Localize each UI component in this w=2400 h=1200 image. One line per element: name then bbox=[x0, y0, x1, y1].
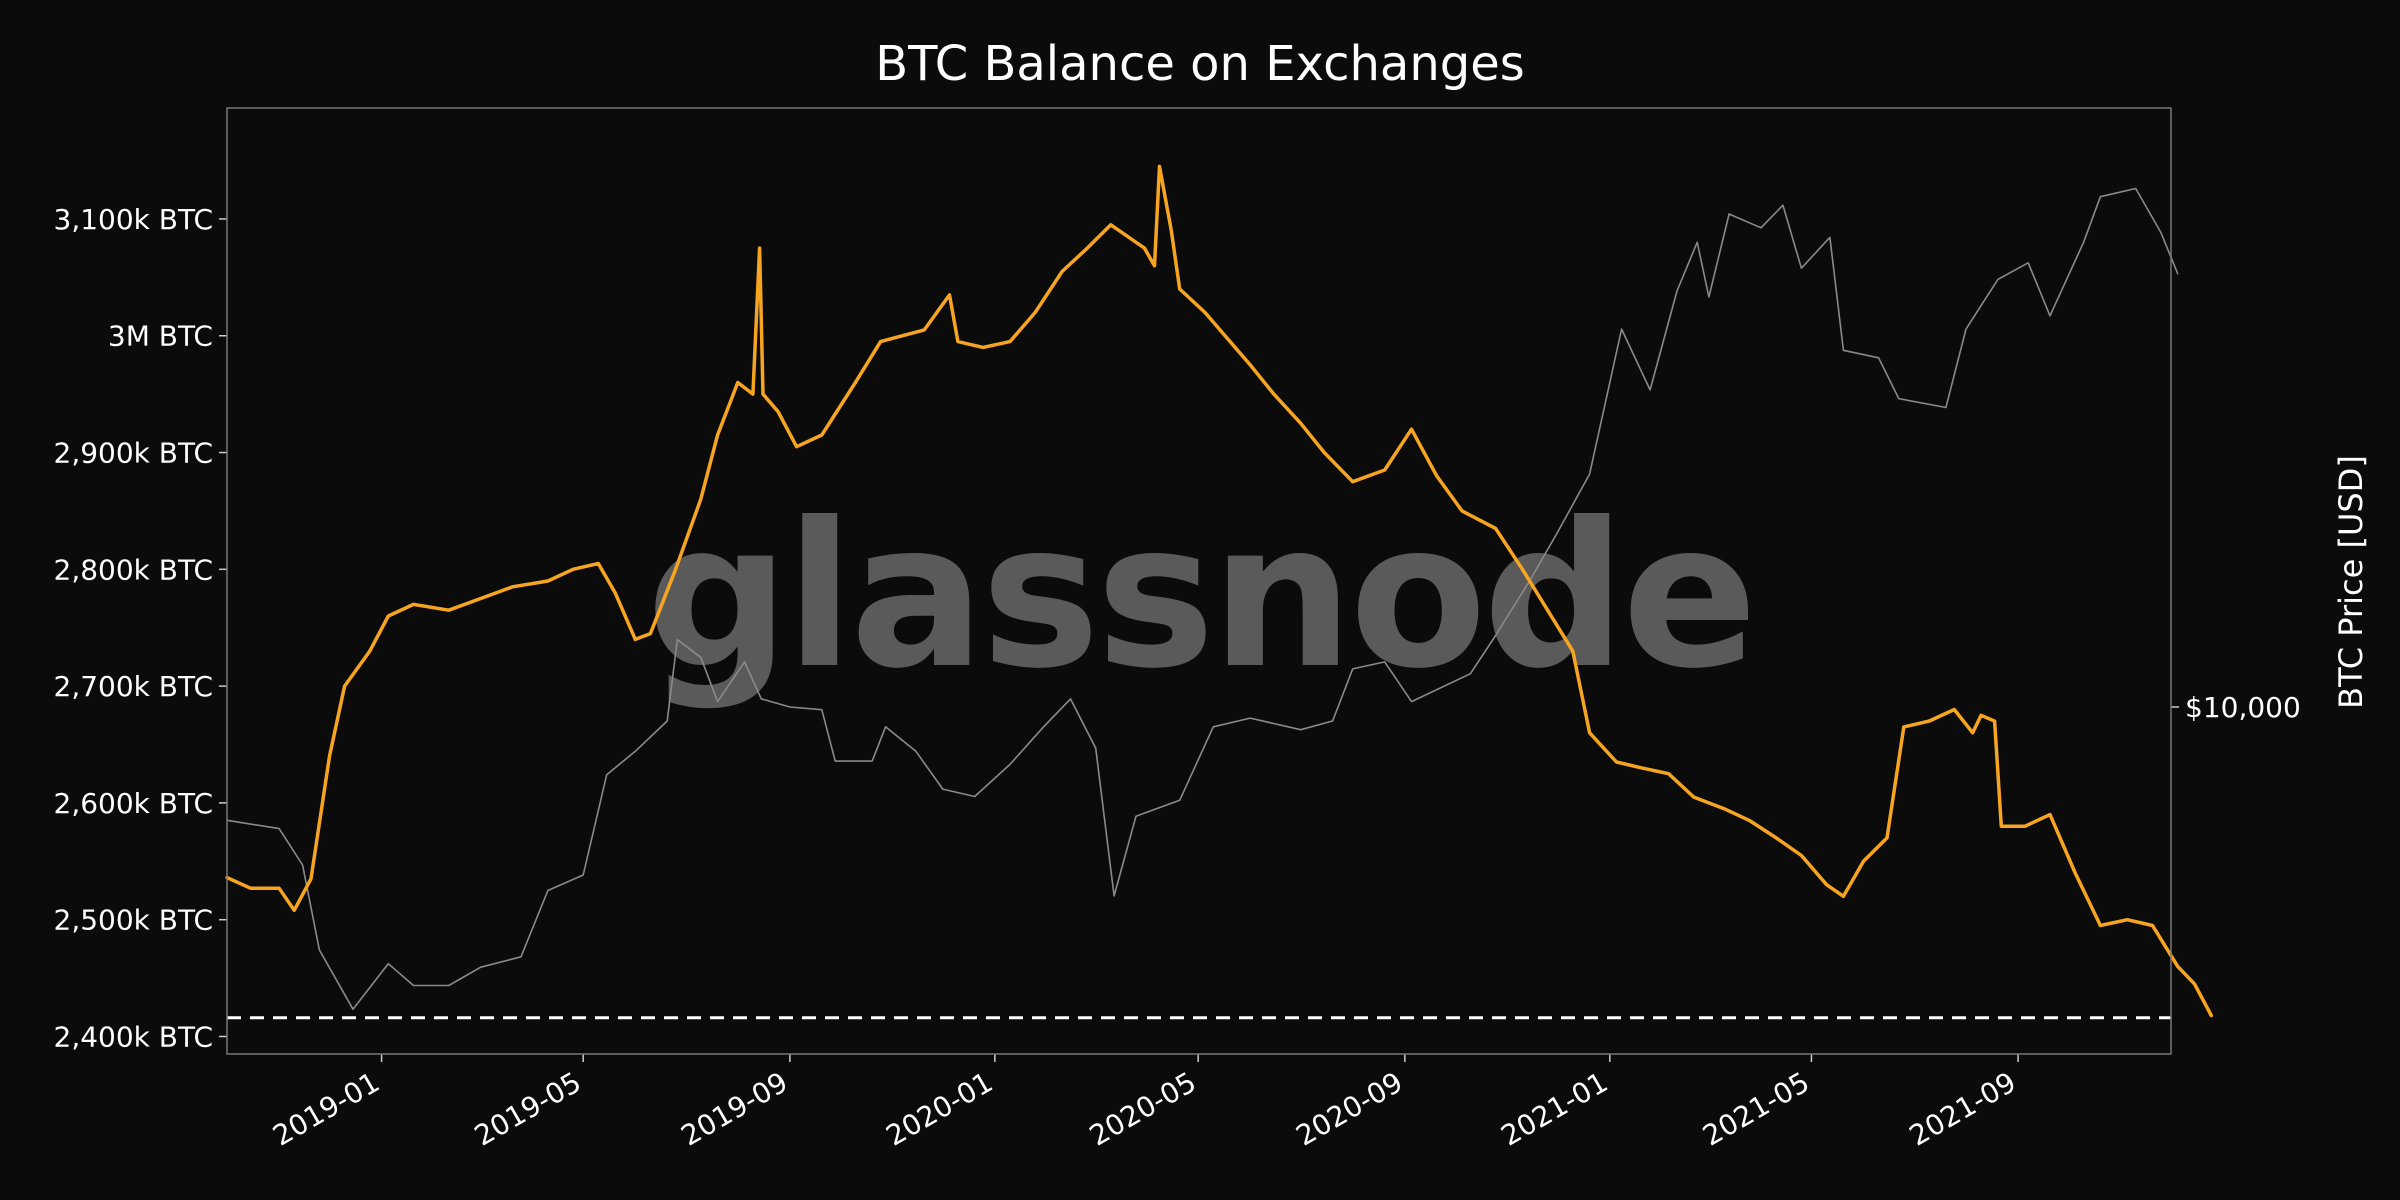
y-left-tick-label: 2,900k BTC bbox=[54, 437, 214, 470]
y-left-tick-label: 2,700k BTC bbox=[54, 670, 214, 703]
y-left-ticks: 2,400k BTC 2,500k BTC 2,600k BTC 2,700k BTC… bbox=[54, 203, 227, 1053]
watermark-logo: glassnode bbox=[646, 480, 1753, 713]
y-left-tick-label: 3,100k BTC bbox=[54, 203, 214, 236]
y-right-axis-label: BTC Price [USD] bbox=[2332, 455, 2370, 709]
chart-title: BTC Balance on Exchanges bbox=[875, 36, 1525, 92]
y-left-tick-label: 2,600k BTC bbox=[54, 787, 214, 820]
y-left-tick-label: 3M BTC bbox=[108, 320, 213, 353]
btc-price-line bbox=[226, 187, 2179, 1011]
y-right-ticks: $10,000 bbox=[2171, 691, 2301, 724]
y-left-tick-label: 2,500k BTC bbox=[54, 904, 214, 937]
y-right-tick-label: $10,000 bbox=[2185, 691, 2301, 724]
y-left-tick-label: 2,800k BTC bbox=[54, 553, 214, 586]
series-layer bbox=[225, 164, 2214, 1018]
btc-balance-line bbox=[225, 164, 2214, 1018]
y-left-tick-label: 2,400k BTC bbox=[54, 1020, 214, 1053]
plot-frame bbox=[226, 107, 2172, 1055]
